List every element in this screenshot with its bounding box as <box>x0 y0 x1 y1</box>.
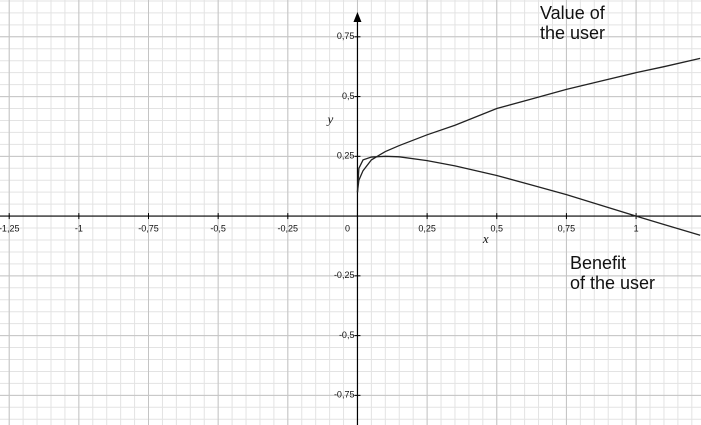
y-tick-label: -0,5 <box>339 330 355 340</box>
y-tick-label: 0,75 <box>337 31 355 41</box>
x-tick-label: 1 <box>634 223 639 233</box>
x-tick-label: -0,75 <box>138 223 159 233</box>
x-tick-label: -1,25 <box>0 223 19 233</box>
x-tick-label: -1 <box>75 223 83 233</box>
x-tick-label: 0,75 <box>558 223 576 233</box>
x-tick-label: -0,5 <box>210 223 226 233</box>
x-tick-label: 0 <box>345 223 350 233</box>
x-axis-label: x <box>482 231 489 246</box>
x-tick-label: 0,5 <box>491 223 504 233</box>
y-axis-label: y <box>325 111 333 126</box>
y-tick-label: -0,75 <box>334 390 355 400</box>
line <box>356 57 701 193</box>
series-label: Benefit of the user <box>570 253 656 293</box>
y-tick-label: -0,25 <box>334 270 355 280</box>
y-tick-label: 0,5 <box>342 91 355 101</box>
axis-arrow <box>353 12 362 22</box>
x-tick-label: -0,25 <box>278 223 299 233</box>
y-tick-label: 0,25 <box>337 151 355 161</box>
line <box>356 155 701 236</box>
series-label: Value of the user <box>540 3 606 43</box>
x-tick-label: 0,25 <box>418 223 436 233</box>
